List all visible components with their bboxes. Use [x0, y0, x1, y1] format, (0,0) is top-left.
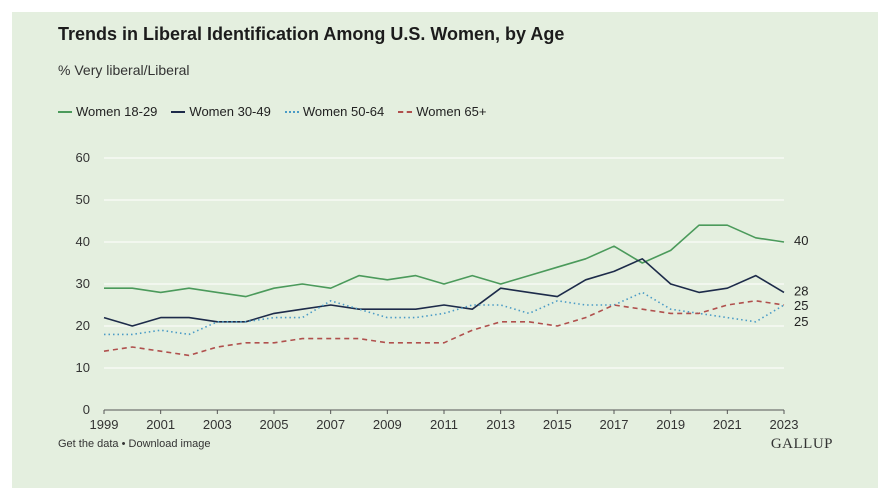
x-tick-label-2017: 2017 — [600, 417, 629, 432]
y-tick-label-20: 20 — [76, 318, 90, 333]
legend: Women 18-29 Women 30-49 Women 50-64 Women 6… — [58, 104, 500, 119]
x-tick-label-1999: 1999 — [90, 417, 119, 432]
legend-swatch — [398, 110, 413, 113]
end-label-women-18-29: 40 — [794, 233, 808, 248]
legend-item-women-30-49: Women 30-49 — [171, 104, 271, 119]
y-tick-label-0: 0 — [83, 402, 90, 417]
chart-card — [12, 12, 878, 488]
series-line-women-50-64 — [104, 291, 785, 336]
legend-item-women-65-: Women 65+ — [398, 104, 486, 119]
x-tick-label-2021: 2021 — [713, 417, 742, 432]
download-image-link[interactable]: Download image — [128, 438, 211, 450]
x-tick-label-2011: 2011 — [430, 417, 458, 432]
x-tick-label-2015: 2015 — [543, 417, 572, 432]
chart-title: Trends in Liberal Identification Among U… — [58, 24, 565, 44]
legend-item-women-18-29: Women 18-29 — [58, 104, 157, 119]
legend-swatch — [171, 110, 186, 113]
y-tick-label-10: 10 — [76, 360, 90, 375]
legend-label: Women 18-29 — [76, 104, 158, 119]
get-data-link[interactable]: Get the data — [58, 438, 119, 450]
footer: Get the data • Download image — [58, 438, 210, 450]
legend-item-women-50-64: Women 50-64 — [284, 104, 385, 119]
x-tick-label-2019: 2019 — [656, 417, 685, 432]
series-line-women-65- — [103, 299, 785, 357]
end-label-women-65-: 25 — [794, 298, 808, 313]
y-tick-label-60: 60 — [76, 150, 90, 165]
x-tick-label-2005: 2005 — [260, 417, 289, 432]
end-label-women-30-49: 28 — [794, 283, 808, 298]
x-tick-label-2023: 2023 — [770, 417, 799, 432]
x-tick-label-2007: 2007 — [316, 417, 345, 432]
series-line-women-18-29 — [104, 224, 785, 298]
x-tick-label-2013: 2013 — [486, 417, 515, 432]
legend-label: Women 65+ — [416, 104, 487, 119]
chart-subtitle: % Very liberal/Liberal — [58, 62, 190, 78]
legend-label: Women 50-64 — [302, 104, 385, 119]
series-line-women-30-49 — [103, 257, 785, 327]
footer-separator: • — [121, 438, 126, 450]
y-tick-label-40: 40 — [76, 234, 90, 249]
x-tick-label-2009: 2009 — [373, 417, 402, 432]
y-tick-label-30: 30 — [76, 276, 90, 291]
legend-swatch — [284, 110, 299, 113]
gallup-logo: GALLUP — [770, 436, 833, 452]
end-label-women-50-64: 25 — [794, 314, 808, 329]
y-tick-label-50: 50 — [76, 192, 90, 207]
x-tick-label-2001: 2001 — [146, 417, 175, 432]
x-tick-label-2003: 2003 — [203, 417, 232, 432]
legend-swatch — [58, 110, 72, 113]
legend-label: Women 30-49 — [189, 104, 271, 119]
